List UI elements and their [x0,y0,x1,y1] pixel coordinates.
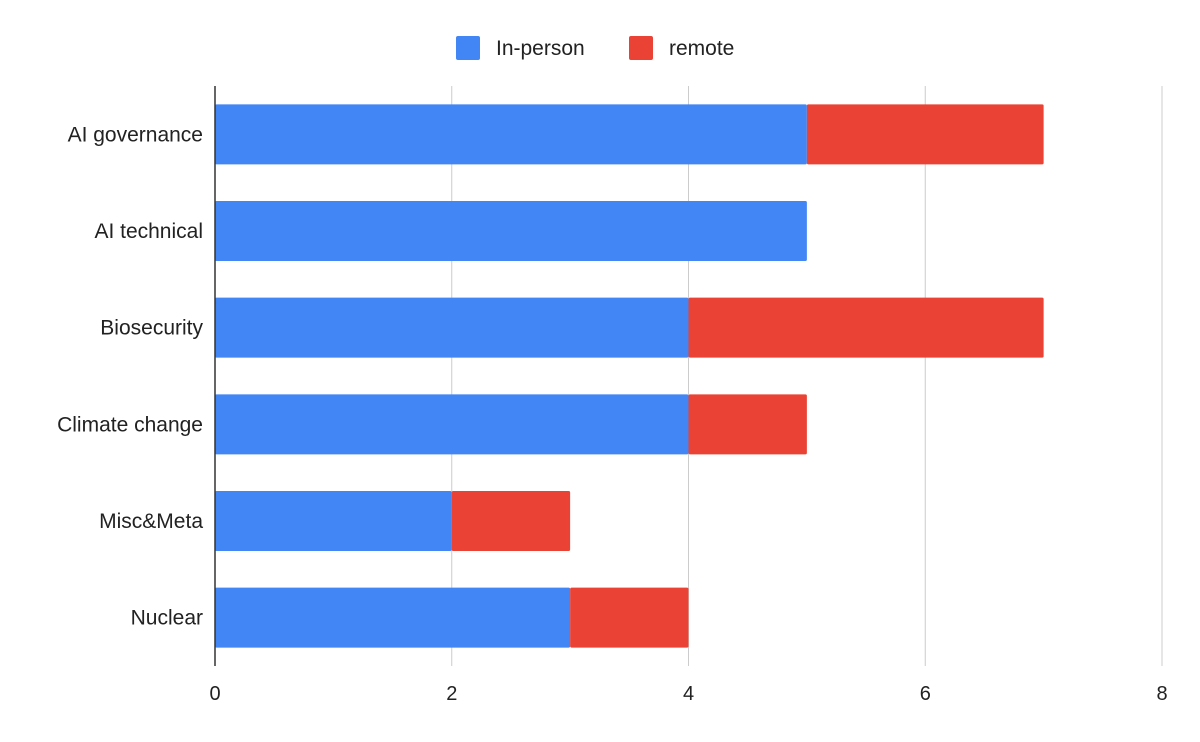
y-category-label: AI technical [94,220,203,243]
bar-segment-in-person [215,587,571,648]
y-category-label: AI governance [68,123,203,146]
bar-segment-remote [688,297,1044,358]
legend-swatch [456,36,480,60]
bar-segment-remote [806,104,1044,165]
bar-segment-in-person [215,297,689,358]
bar-segment-in-person [215,491,452,551]
x-tick-label: 6 [920,683,931,705]
y-category-label: Climate change [57,413,203,436]
bar-segment-remote [451,491,571,551]
legend-label: remote [669,37,734,60]
y-axis-labels: AI governance AI technical Biosecurity Clim… [57,123,203,629]
bars [215,104,1044,648]
y-category-label: Nuclear [131,607,203,630]
gridlines [451,86,1163,666]
legend: In-person remote [456,36,734,60]
bar-segment-in-person [215,201,807,261]
bar-segment-in-person [215,104,807,165]
y-category-label: Misc&Meta [99,510,203,533]
x-tick-label: 0 [209,683,220,705]
bar-segment-remote [688,394,807,455]
x-tick-label: 2 [446,683,457,705]
x-axis-labels: 0 2 4 6 8 [209,683,1167,705]
y-category-label: Biosecurity [100,317,203,340]
x-tick-label: 8 [1156,683,1167,705]
legend-label: In-person [496,37,585,60]
bar-segment-in-person [215,394,689,455]
bar-segment-remote [570,587,689,648]
legend-swatch [629,36,653,60]
x-tick-label: 4 [683,683,694,705]
